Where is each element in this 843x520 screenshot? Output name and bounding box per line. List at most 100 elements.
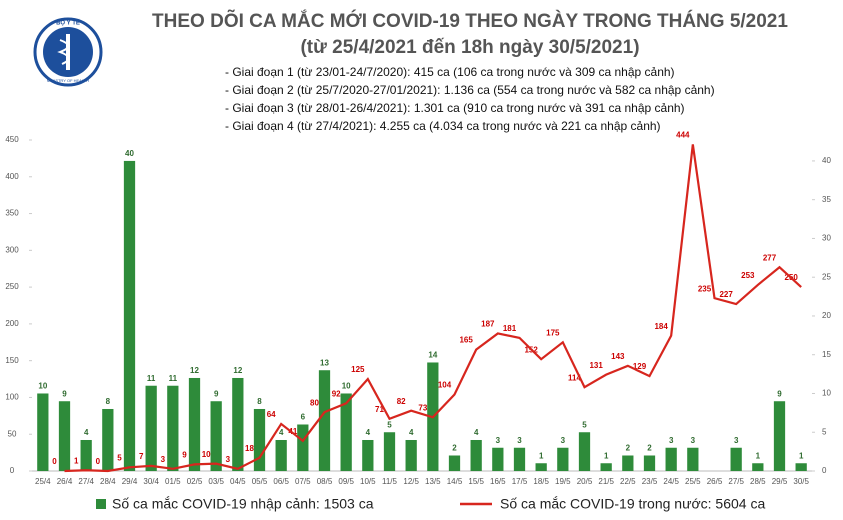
y-tick-label: 400 xyxy=(5,172,19,181)
bar-label: 8 xyxy=(106,397,111,406)
logo-bottom: MINISTRY OF HEALTH xyxy=(47,78,89,83)
x-tick-label: 15/5 xyxy=(468,477,484,486)
line-label: 10 xyxy=(202,450,211,459)
bar xyxy=(318,370,331,471)
chart-title: THEO DÕI CA MẮC MỚI COVID-19 THEO NGÀY T… xyxy=(152,10,788,32)
bar-label: 3 xyxy=(561,436,566,445)
bar xyxy=(752,463,764,471)
bar-label: 3 xyxy=(691,436,696,445)
x-tick-label: 12/5 xyxy=(403,477,419,486)
bar xyxy=(557,447,569,471)
legend-swatch xyxy=(96,499,106,509)
bar-label: 2 xyxy=(626,444,631,453)
legend-label: Số ca mắc COVID-19 trong nước: 5604 ca xyxy=(500,496,765,512)
bar-label: 9 xyxy=(777,389,782,398)
bar-label: 8 xyxy=(257,397,262,406)
x-tick-label: 27/4 xyxy=(78,477,94,486)
x-tick-label: 02/5 xyxy=(187,477,203,486)
y2-tick-label: 25 xyxy=(822,272,831,281)
bar xyxy=(123,160,136,471)
bar-label: 12 xyxy=(233,366,242,375)
x-tick-label: 17/5 xyxy=(512,477,528,486)
bar-label: 10 xyxy=(38,382,47,391)
line-label: 104 xyxy=(438,381,452,390)
x-tick-label: 28/4 xyxy=(100,477,116,486)
x-tick-label: 26/4 xyxy=(57,477,73,486)
bar xyxy=(665,447,677,471)
note: - Giai đoạn 1 (từ 23/01-24/7/2020): 415 … xyxy=(225,65,675,79)
bar-label: 9 xyxy=(62,389,67,398)
bar xyxy=(37,393,49,471)
x-tick-label: 23/5 xyxy=(642,477,658,486)
bar xyxy=(188,377,201,471)
note: - Giai đoạn 3 (từ 28/01-26/4/2021): 1.30… xyxy=(225,101,685,115)
bar-label: 3 xyxy=(517,436,522,445)
x-tick-label: 06/5 xyxy=(273,477,289,486)
line-label: 5 xyxy=(117,453,122,462)
bar-label: 4 xyxy=(366,428,371,437)
line-label: 80 xyxy=(310,398,319,407)
y-tick-label: 0 xyxy=(10,466,15,475)
y-tick-label: 100 xyxy=(5,393,19,402)
y-tick-label: 250 xyxy=(5,282,19,291)
chart-subtitle: (từ 25/4/2021 đến 18h ngày 30/5/2021) xyxy=(300,37,639,58)
bar-label: 11 xyxy=(147,374,156,383)
line-label: 3 xyxy=(226,455,231,464)
bar xyxy=(210,401,222,471)
y-tick-label: 350 xyxy=(5,209,19,218)
line-label: 1 xyxy=(74,456,79,465)
x-tick-label: 20/5 xyxy=(577,477,593,486)
bar xyxy=(297,424,309,471)
bar-label: 5 xyxy=(582,420,587,429)
x-tick-label: 21/5 xyxy=(598,477,614,486)
line-label: 181 xyxy=(503,324,517,333)
bar xyxy=(58,401,71,471)
bar xyxy=(470,439,482,471)
x-tick-label: 25/5 xyxy=(685,477,701,486)
bar-label: 2 xyxy=(452,444,457,453)
line-label: 184 xyxy=(654,322,668,331)
bar-label: 4 xyxy=(474,428,479,437)
bar-label: 1 xyxy=(756,451,761,460)
y2-tick-label: 0 xyxy=(822,466,827,475)
line-label: 3 xyxy=(161,455,166,464)
y2-tick-label: 5 xyxy=(822,427,827,436)
y2-tick-label: 40 xyxy=(822,156,831,165)
line-label: 82 xyxy=(397,397,406,406)
y2-tick-label: 10 xyxy=(822,389,831,398)
bar xyxy=(145,385,157,471)
bar xyxy=(253,408,266,471)
bar xyxy=(102,408,114,471)
x-tick-label: 25/4 xyxy=(35,477,51,486)
line-label: 18 xyxy=(245,444,254,453)
bar-label: 1 xyxy=(604,451,609,460)
bar-label: 2 xyxy=(647,444,652,453)
y-tick-label: 450 xyxy=(5,135,19,144)
bar-label: 3 xyxy=(734,436,739,445)
bar-label: 10 xyxy=(342,382,351,391)
y-tick-label: 200 xyxy=(5,319,19,328)
bar-label: 9 xyxy=(214,389,219,398)
line-label: 9 xyxy=(182,450,187,459)
bar xyxy=(535,463,547,471)
line-label: 114 xyxy=(568,373,581,382)
line-label: 129 xyxy=(633,362,647,371)
bar xyxy=(448,455,461,471)
bar xyxy=(167,385,179,471)
x-tick-label: 14/5 xyxy=(447,477,463,486)
bar-label: 3 xyxy=(669,436,674,445)
y-tick-label: 300 xyxy=(5,245,19,254)
bar-label: 4 xyxy=(279,428,284,437)
y2-tick-label: 15 xyxy=(822,350,831,359)
x-tick-label: 30/5 xyxy=(793,477,809,486)
line-label: 92 xyxy=(332,389,341,398)
x-tick-label: 11/5 xyxy=(382,477,398,486)
x-tick-label: 26/5 xyxy=(707,477,723,486)
bar xyxy=(405,439,417,471)
line-label: 41 xyxy=(288,427,297,436)
x-tick-label: 10/5 xyxy=(360,477,376,486)
bar xyxy=(622,455,634,471)
bar xyxy=(80,439,92,471)
x-tick-label: 18/5 xyxy=(533,477,549,486)
bar-label: 6 xyxy=(301,413,306,422)
